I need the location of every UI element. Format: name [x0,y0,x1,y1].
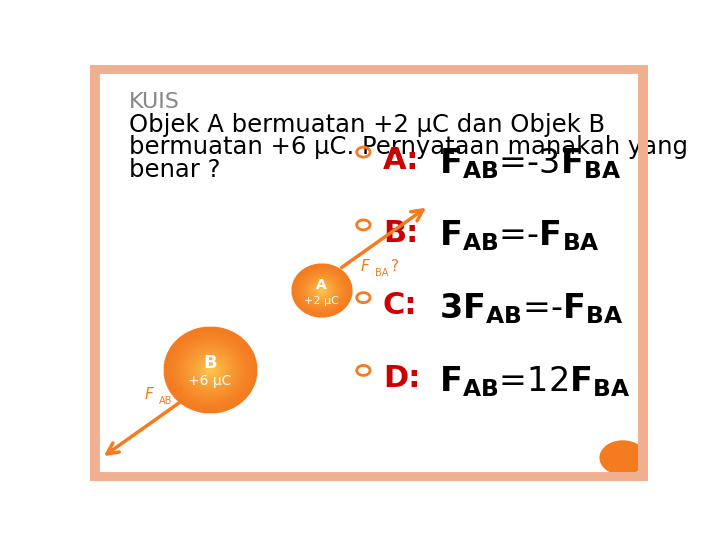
Text: $\mathbf{F}_{\mathbf{AB}}$=-3$\mathbf{F}_{\mathbf{BA}}$: $\mathbf{F}_{\mathbf{AB}}$=-3$\mathbf{F}… [438,146,621,180]
Text: B: B [203,354,217,372]
Text: $\mathbf{3F}_{\mathbf{AB}}$=-$\mathbf{F}_{\mathbf{BA}}$: $\mathbf{3F}_{\mathbf{AB}}$=-$\mathbf{F}… [438,292,623,326]
FancyArrowPatch shape [107,402,180,454]
Text: AB: AB [158,395,172,406]
Text: bermuatan +6 μC. Pernyataan manakah yang: bermuatan +6 μC. Pernyataan manakah yang [129,136,688,159]
Text: D:: D: [383,364,420,393]
Text: ?: ? [175,387,183,402]
Text: ?: ? [391,259,400,274]
Text: benar ?: benar ? [129,158,220,183]
Text: BA: BA [374,268,388,278]
Text: $\mathbf{F}_{\mathbf{AB}}$=-$\mathbf{F}_{\mathbf{BA}}$: $\mathbf{F}_{\mathbf{AB}}$=-$\mathbf{F}_… [438,219,600,253]
Text: +6 μC: +6 μC [189,374,232,388]
Text: Objek A bermuatan +2 μC dan Objek B: Objek A bermuatan +2 μC dan Objek B [129,113,606,137]
Text: C:: C: [383,292,418,320]
Text: B:: B: [383,219,418,248]
Text: F: F [145,387,153,402]
Text: A: A [316,278,327,292]
Circle shape [600,440,647,475]
Text: A:: A: [383,146,419,175]
Text: F: F [361,259,369,274]
Text: $\mathbf{F}_{\mathbf{AB}}$=12$\mathbf{F}_{\mathbf{BA}}$: $\mathbf{F}_{\mathbf{AB}}$=12$\mathbf{F}… [438,364,630,399]
Text: KUIS: KUIS [129,92,180,112]
FancyArrowPatch shape [341,210,423,267]
Text: +2 μC: +2 μC [304,295,339,306]
